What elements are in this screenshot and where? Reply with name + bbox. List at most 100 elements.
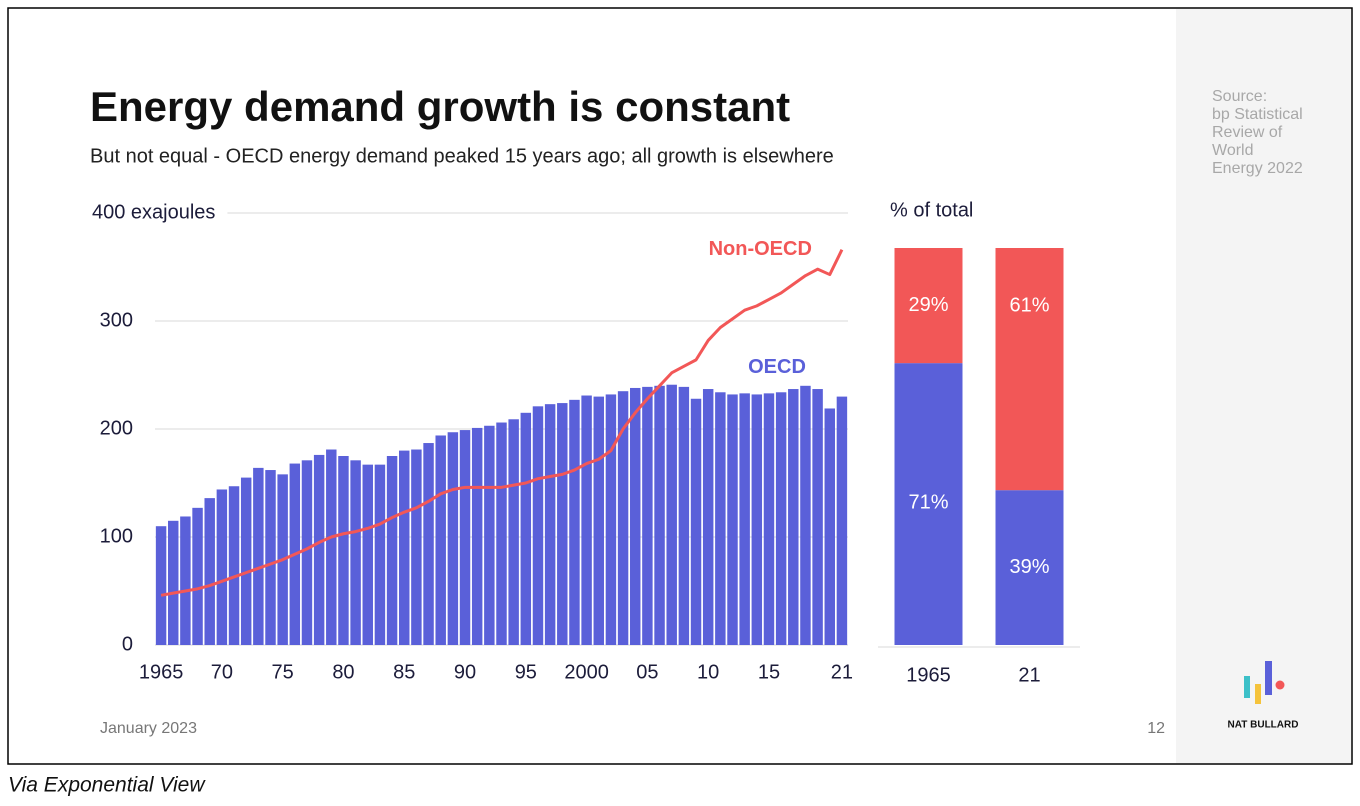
date: January 2023 bbox=[100, 720, 197, 737]
bar bbox=[775, 392, 787, 645]
bar bbox=[666, 384, 677, 645]
bar bbox=[532, 406, 544, 645]
value-label: 29% bbox=[908, 294, 948, 316]
bar bbox=[362, 464, 373, 645]
bar bbox=[496, 422, 507, 645]
chart-title: % of total bbox=[890, 199, 973, 221]
bar bbox=[569, 399, 580, 645]
x-tick-label: 10 bbox=[697, 661, 719, 683]
bar bbox=[751, 394, 763, 645]
value-label: 71% bbox=[908, 491, 948, 513]
bar bbox=[228, 486, 240, 645]
bar bbox=[788, 389, 799, 645]
line bbox=[160, 249, 844, 597]
bar bbox=[423, 443, 434, 645]
value-label: 39% bbox=[1009, 556, 1049, 578]
slide-subtitle: But not equal - OECD energy demand peake… bbox=[90, 145, 834, 167]
logo-bar bbox=[1244, 676, 1250, 698]
bar bbox=[715, 392, 726, 645]
bar bbox=[581, 395, 592, 645]
bar bbox=[253, 467, 264, 645]
bar bbox=[435, 435, 446, 645]
source-line: Review of bbox=[1212, 124, 1283, 141]
page-number: 12 bbox=[1147, 720, 1165, 737]
bar bbox=[374, 464, 386, 645]
bar bbox=[544, 404, 556, 645]
bar bbox=[168, 520, 179, 645]
bar bbox=[812, 389, 823, 645]
bar-segment bbox=[894, 363, 963, 645]
side-panel bbox=[1176, 9, 1351, 763]
y-tick-label: 200 bbox=[100, 417, 133, 439]
y-tick-label: 100 bbox=[100, 525, 133, 547]
bar bbox=[617, 391, 629, 645]
bar bbox=[690, 398, 702, 645]
bar bbox=[654, 385, 665, 645]
bar bbox=[727, 394, 738, 645]
bar bbox=[593, 396, 604, 645]
value-label: 61% bbox=[1009, 294, 1049, 316]
x-tick-label: 1965 bbox=[906, 664, 951, 686]
x-tick-label: 85 bbox=[393, 661, 415, 683]
bar bbox=[399, 450, 410, 645]
x-tick-label: 1965 bbox=[139, 661, 184, 683]
bar bbox=[313, 454, 325, 645]
bar bbox=[824, 408, 835, 645]
bar bbox=[763, 393, 775, 645]
bar bbox=[326, 449, 337, 645]
source-line: bp Statistical bbox=[1212, 106, 1303, 123]
logo-bar bbox=[1265, 661, 1272, 695]
source-line: World bbox=[1212, 142, 1254, 159]
bar bbox=[216, 489, 228, 645]
logo bbox=[1244, 661, 1285, 704]
y-tick-label: 400 exajoules bbox=[92, 201, 215, 223]
source-line: Energy 2022 bbox=[1212, 160, 1303, 177]
bar bbox=[265, 470, 276, 645]
x-tick-label: 90 bbox=[454, 661, 476, 683]
logo-dot bbox=[1275, 680, 1285, 690]
x-tick-label: 21 bbox=[1018, 664, 1040, 686]
bar bbox=[447, 432, 459, 645]
bar bbox=[204, 498, 215, 645]
bar-segment bbox=[995, 248, 1064, 491]
bar bbox=[180, 516, 191, 645]
bar bbox=[678, 386, 690, 645]
bar bbox=[702, 389, 714, 645]
y-tick-label: 0 bbox=[122, 633, 133, 655]
bar bbox=[155, 526, 167, 645]
bar bbox=[338, 456, 349, 645]
bar bbox=[240, 477, 252, 645]
bar bbox=[301, 460, 313, 645]
logo-bar bbox=[1255, 684, 1261, 704]
bar bbox=[800, 385, 811, 645]
bar bbox=[836, 396, 848, 645]
x-tick-label: 21 bbox=[831, 661, 853, 683]
x-tick-label: 80 bbox=[332, 661, 354, 683]
bar bbox=[605, 394, 617, 645]
bar bbox=[192, 507, 203, 645]
bar bbox=[484, 425, 495, 645]
x-tick-label: 05 bbox=[636, 661, 658, 683]
series-label: OECD bbox=[748, 356, 806, 378]
x-tick-label: 95 bbox=[515, 661, 537, 683]
bar-segment bbox=[995, 490, 1064, 645]
bar bbox=[520, 412, 532, 645]
bar bbox=[411, 449, 422, 645]
y-tick-label: 300 bbox=[100, 309, 133, 331]
bar bbox=[350, 460, 361, 645]
bar-segment bbox=[894, 248, 963, 364]
bar bbox=[557, 403, 568, 645]
x-tick-label: 2000 bbox=[564, 661, 609, 683]
brand: NAT BULLARD bbox=[1228, 720, 1299, 731]
caption: Via Exponential View bbox=[8, 774, 206, 797]
bar bbox=[642, 386, 653, 645]
series-label: Non-OECD bbox=[709, 238, 812, 260]
bar bbox=[508, 419, 519, 645]
x-tick-label: 75 bbox=[272, 661, 294, 683]
x-tick-label: 70 bbox=[211, 661, 233, 683]
bar bbox=[471, 427, 483, 645]
bar bbox=[739, 393, 750, 645]
bar bbox=[630, 387, 641, 645]
